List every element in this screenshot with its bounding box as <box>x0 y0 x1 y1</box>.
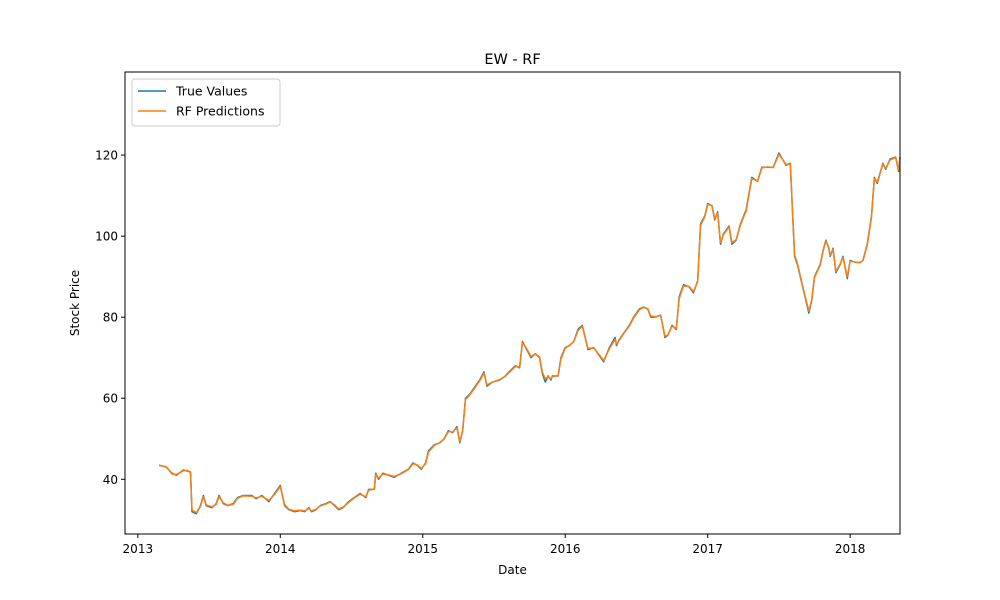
legend: True Values RF Predictions <box>131 78 281 127</box>
x-tick-label: 2015 <box>407 542 438 556</box>
y-tick-label: 80 <box>103 311 118 325</box>
y-tick-label: 40 <box>103 473 118 487</box>
chart-title: EW - RF <box>484 52 540 68</box>
y-axis: 40 60 80 100 120 <box>95 149 125 487</box>
series-line-rf-predictions <box>159 153 901 514</box>
plot-area <box>158 152 901 515</box>
x-tick-label: 2016 <box>550 542 581 556</box>
x-tick-label: 2018 <box>835 542 866 556</box>
x-tick-label: 2013 <box>123 542 154 556</box>
x-tick-label: 2017 <box>692 542 723 556</box>
x-axis-label: Date <box>498 563 527 577</box>
legend-box <box>131 78 281 127</box>
legend-label: RF Predictions <box>176 104 264 119</box>
axes-frame <box>124 71 901 535</box>
x-axis: 2013 2014 2015 2016 2017 2018 <box>123 534 866 556</box>
legend-label: True Values <box>175 84 247 99</box>
y-tick-label: 60 <box>103 392 118 406</box>
y-axis-label: Stock Price <box>68 270 82 336</box>
y-tick-label: 100 <box>95 230 118 244</box>
y-tick-label: 120 <box>95 149 118 163</box>
x-tick-label: 2014 <box>265 542 296 556</box>
